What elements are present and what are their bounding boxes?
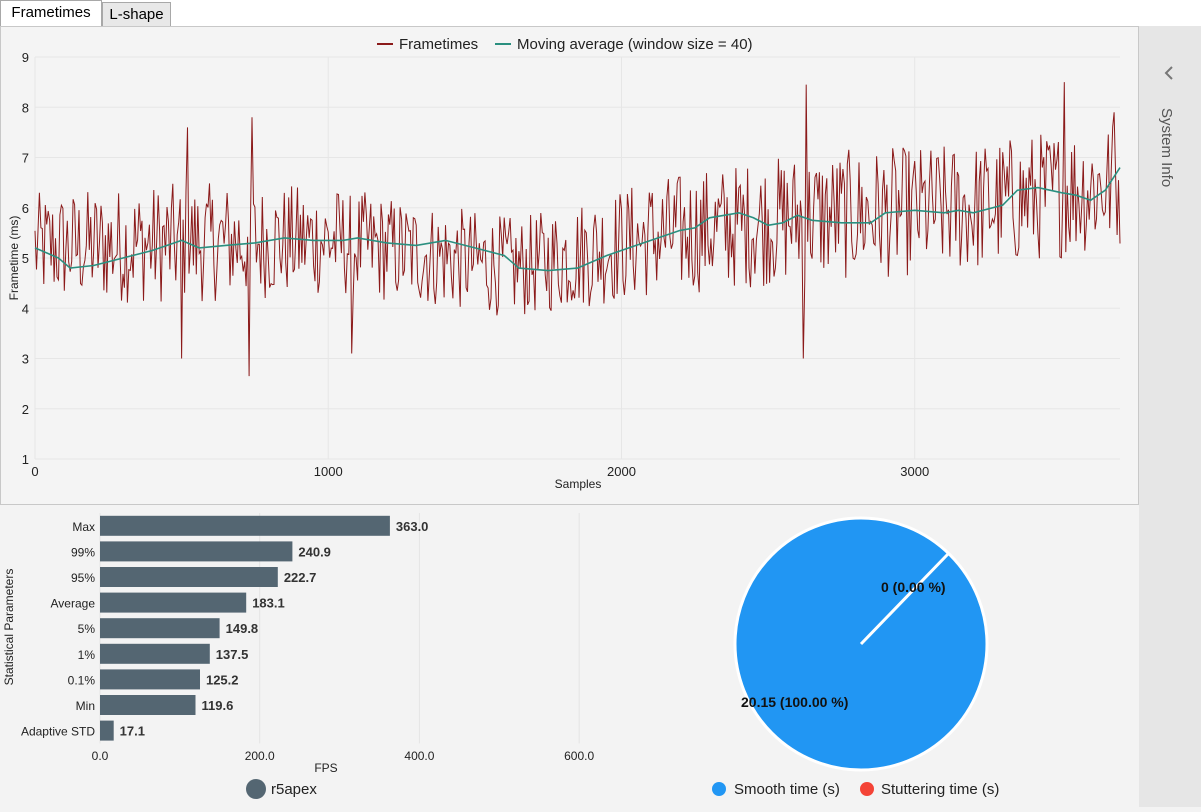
pie-slice-stuttering [859, 552, 950, 646]
stats-bar-chart: Max 363.0 99% 240.9 95% 222.7 Average 183.1 5% 14… [2, 513, 999, 799]
stats-value-label: 137.5 [216, 647, 249, 662]
y-tick-label: 7 [22, 151, 29, 166]
x-tick-label: 3000 [900, 464, 929, 479]
stats-category-label: Max [72, 520, 95, 534]
stats-bar [100, 618, 220, 639]
stats-bar [100, 567, 278, 587]
frametime-chart: 1 2 3 4 5 6 7 8 9 0 1000 2000 3000 Frametimes Movin… [7, 36, 1121, 491]
stats-x-tick-label: 400.0 [404, 749, 434, 763]
frametime-grid [34, 56, 1120, 460]
legend-smooth: Smooth time (s) [734, 781, 840, 798]
stats-bar [100, 695, 196, 715]
legend-frametimes: Frametimes [399, 36, 478, 53]
x-tick-label: 1000 [314, 464, 343, 479]
frametime-chart-panel: 1 2 3 4 5 6 7 8 9 0 1000 2000 3000 Frametimes Movin… [0, 26, 1139, 505]
y-tick-label: 5 [22, 251, 29, 266]
stats-x-ticks: 0.0 200.0 400.0 600.0 [92, 749, 595, 763]
stats-value-label: 119.6 [202, 698, 234, 713]
tab-l-shape[interactable]: L-shape [102, 2, 171, 26]
stats-category-label: Min [76, 699, 95, 713]
stats-x-tick-label: 0.0 [92, 749, 109, 763]
stats-bar [100, 592, 247, 613]
stats-bars: Max 363.0 99% 240.9 95% 222.7 Average 183.1 5% 14… [21, 515, 429, 741]
stats-category-label: Average [51, 597, 96, 611]
stats-category-label: 1% [78, 648, 96, 662]
stats-x-axis-label: FPS [314, 761, 337, 775]
stats-category-label: Adaptive STD [21, 725, 95, 739]
stats-category-label: 99% [71, 545, 95, 559]
stats-category-label: 95% [71, 571, 95, 585]
stats-y-axis-label: Statistical Parameters [2, 569, 16, 686]
moving-average-series [34, 167, 1121, 272]
stats-bar [100, 541, 293, 562]
tab-frametimes[interactable]: Frametimes [0, 0, 102, 26]
x-tick-label: 2000 [607, 464, 636, 479]
legend-r5apex: r5apex [271, 781, 317, 798]
y-tick-label: 9 [22, 50, 29, 65]
pie-label-stuttering: 0 (0.00 %) [881, 579, 946, 595]
pie-legend: Smooth time (s) Stuttering time (s) [712, 781, 999, 798]
stats-category-label: 5% [78, 622, 96, 636]
x-axis-ticks: 0 1000 2000 3000 [31, 464, 929, 479]
stats-bar [100, 669, 200, 690]
y-tick-label: 1 [22, 452, 29, 467]
y-tick-label: 2 [22, 402, 29, 417]
stats-bar [100, 515, 390, 536]
bottom-panel: Max 363.0 99% 240.9 95% 222.7 Average 183.1 5% 14… [0, 505, 1139, 807]
pie-label-smooth: 20.15 (100.00 %) [741, 694, 848, 710]
y-axis-label: Frametime (ms) [7, 216, 21, 301]
stats-value-label: 149.8 [226, 621, 259, 636]
y-axis-ticks: 1 2 3 4 5 6 7 8 9 [22, 50, 29, 467]
stats-bar [100, 643, 210, 664]
pie-chart: 20.15 (100.00 %) 0 (0.00 %) [733, 516, 989, 772]
legend-stuttering-dot [860, 782, 874, 796]
system-info-label[interactable]: System Info [1158, 108, 1175, 188]
stats-value-label: 17.1 [120, 724, 145, 739]
stats-x-tick-label: 200.0 [245, 749, 275, 763]
x-axis-label: Samples [555, 477, 602, 491]
system-info-sidebar[interactable] [1139, 26, 1201, 807]
stats-category-label: 0.1% [68, 673, 96, 687]
frametimes-series [34, 82, 1121, 377]
tab-bar: Frametimes L-shape [0, 0, 1201, 27]
legend-smooth-dot [712, 782, 726, 796]
y-tick-label: 3 [22, 352, 29, 367]
stats-value-label: 183.1 [252, 596, 285, 611]
x-tick-label: 0 [31, 464, 38, 479]
stats-value-label: 222.7 [284, 570, 317, 585]
y-tick-label: 4 [22, 301, 29, 316]
stats-value-label: 125.2 [206, 672, 239, 687]
stats-bar [100, 720, 114, 741]
stats-x-tick-label: 600.0 [564, 749, 594, 763]
legend-stuttering: Stuttering time (s) [881, 781, 999, 798]
legend-moving-average: Moving average (window size = 40) [517, 36, 753, 53]
legend-r5apex-dot [246, 779, 266, 799]
stats-value-label: 363.0 [396, 519, 429, 534]
y-tick-label: 8 [22, 100, 29, 115]
chart-legend: Frametimes Moving average (window size =… [377, 36, 753, 53]
y-tick-label: 6 [22, 201, 29, 216]
chevron-left-icon[interactable] [1139, 56, 1201, 116]
stats-value-label: 240.9 [298, 544, 331, 559]
